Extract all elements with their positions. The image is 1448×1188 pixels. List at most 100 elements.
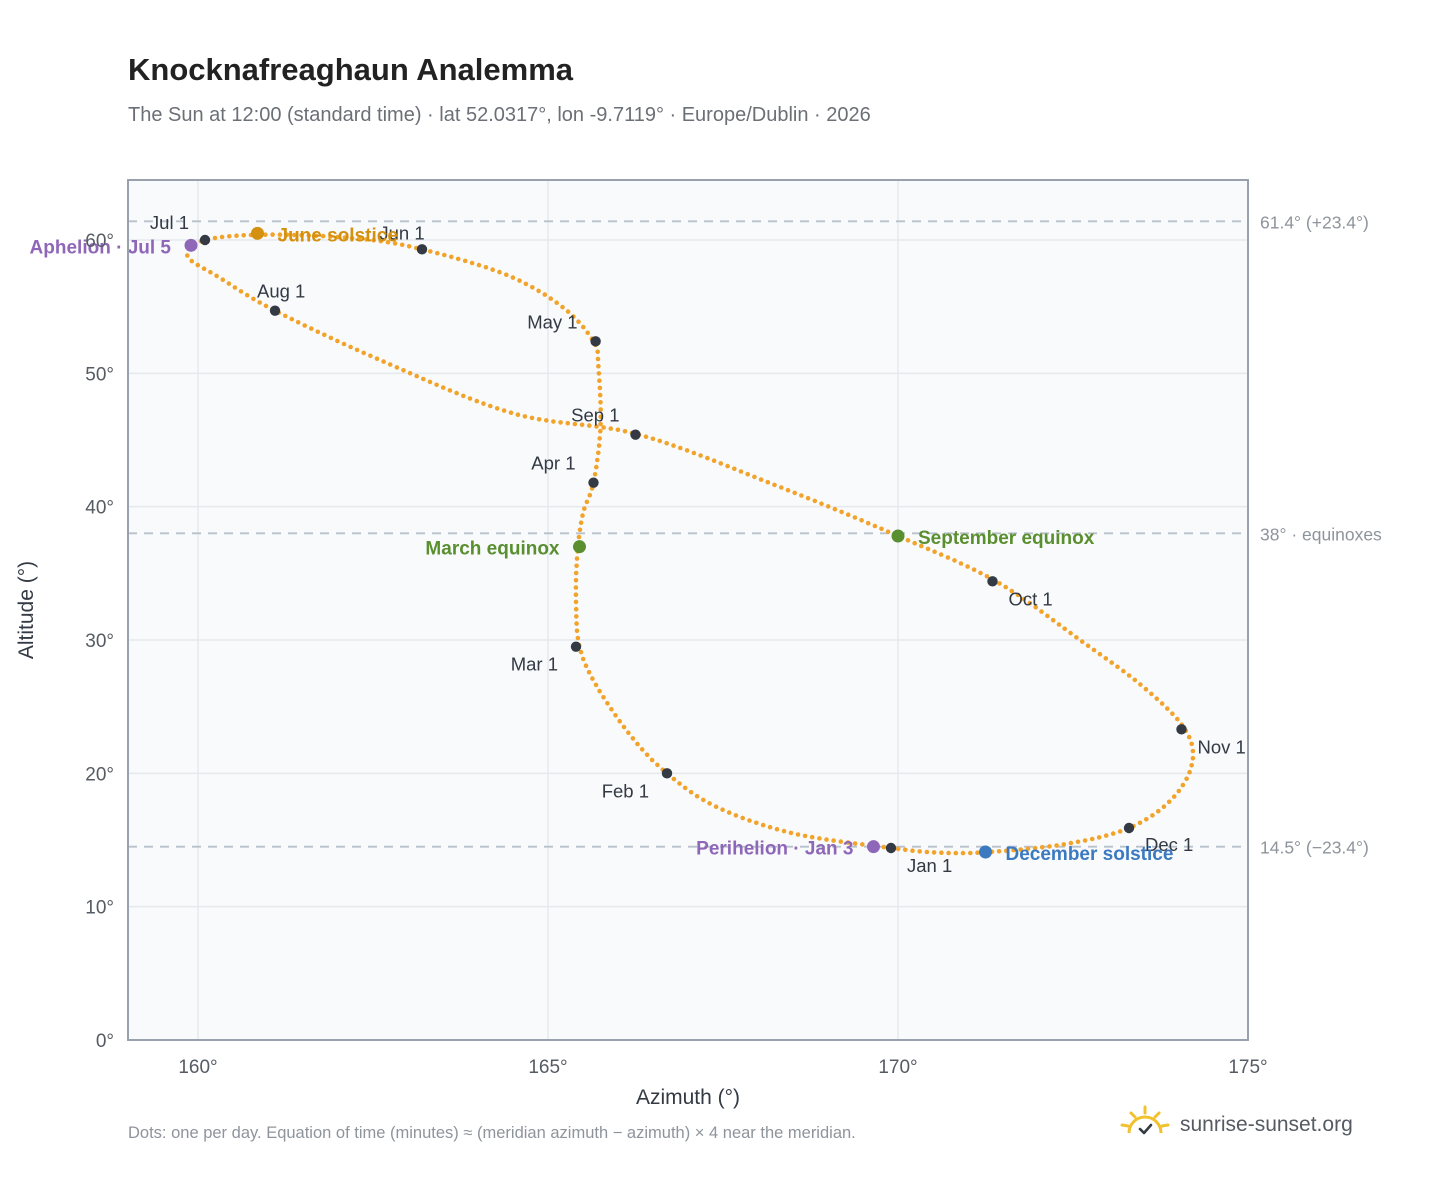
day-dot [536,288,541,294]
month-marker [590,336,601,347]
day-dot [740,815,745,821]
day-dot [885,529,891,534]
day-dot [1027,600,1033,606]
day-dot [364,237,369,242]
day-dot [497,269,502,275]
day-dot [960,850,966,856]
day-dot [1121,668,1126,674]
day-dot [701,797,706,803]
day-dot [494,406,500,411]
day-dot [573,599,579,605]
day-dot [965,564,970,569]
day-dot [1176,788,1182,794]
day-dot [592,472,598,477]
day-dot [226,281,232,286]
day-dot [219,234,225,240]
day-dot [320,233,326,239]
day-dot [754,820,759,826]
day-dot [586,669,592,675]
day-dot [523,281,529,287]
day-dot [968,850,973,856]
day-dot [238,289,244,294]
day-dot [1126,673,1132,678]
day-dot [1103,833,1109,838]
day-dot [467,396,473,401]
day-dot [838,839,844,844]
day-dot [910,848,915,853]
day-dot [1150,813,1155,818]
day-dot [583,663,589,668]
day-dot [865,520,871,526]
day-dot [738,469,744,474]
day-dot [1009,588,1015,594]
month-marker [630,429,641,440]
day-dot [601,695,606,700]
day-dot [1039,609,1044,614]
month-marker [1123,822,1135,834]
day-dot [584,499,590,505]
day-dot [608,426,614,431]
month-marker [987,576,998,587]
day-dot [1061,842,1067,847]
day-dot [596,450,601,456]
day-dot [295,320,301,325]
day-dot [306,233,312,238]
event-label: March equinox [425,539,560,560]
day-dot [387,362,393,367]
day-dot [399,242,405,248]
day-dot [705,455,710,461]
day-dot [504,272,509,278]
day-dot [601,425,606,430]
day-dot [996,849,1002,854]
day-dot [1103,656,1109,661]
day-dot [462,258,468,264]
day-dot [657,438,663,444]
day-dot [643,434,649,440]
day-dot [832,506,838,512]
day-dot [1033,605,1038,610]
y-tick-label: 0° [96,1031,114,1052]
day-dot [313,233,319,239]
day-dot [615,427,621,433]
day-dot [626,730,631,735]
day-dot [440,385,446,390]
day-dot [185,253,190,258]
day-dot [720,807,725,812]
day-dot [342,235,348,240]
day-dot [852,841,858,846]
day-dot [341,341,347,347]
day-dot [381,359,386,364]
x-tick-label: 175° [1228,1057,1267,1078]
day-dot [544,418,549,423]
day-dot [905,538,911,543]
day-dot [671,776,677,782]
day-dot [565,420,571,426]
day-dot [201,266,207,272]
day-dot [1047,844,1052,849]
day-dot [434,382,439,388]
y-tick-label: 10° [85,898,114,919]
day-dot [812,498,818,504]
day-dot [385,239,391,245]
day-dot [447,388,453,393]
day-dot [745,471,750,477]
day-dot [529,415,535,421]
day-dot [594,424,599,429]
day-dot [845,840,851,845]
brand-logo[interactable]: sunrise-sunset.org [1120,1100,1353,1150]
day-dot [195,262,201,268]
day-dot [805,495,811,501]
day-dot [946,850,951,856]
day-dot [1025,846,1031,852]
day-dot [713,804,719,809]
day-dot [461,393,466,399]
day-dot [1015,592,1021,598]
day-dot [554,300,559,306]
day-dot [839,509,844,515]
month-marker [885,842,897,854]
day-dot [1085,643,1091,649]
day-dot [598,400,603,405]
day-dot [481,401,486,406]
event-marker [867,840,880,854]
day-dot [1171,794,1177,799]
